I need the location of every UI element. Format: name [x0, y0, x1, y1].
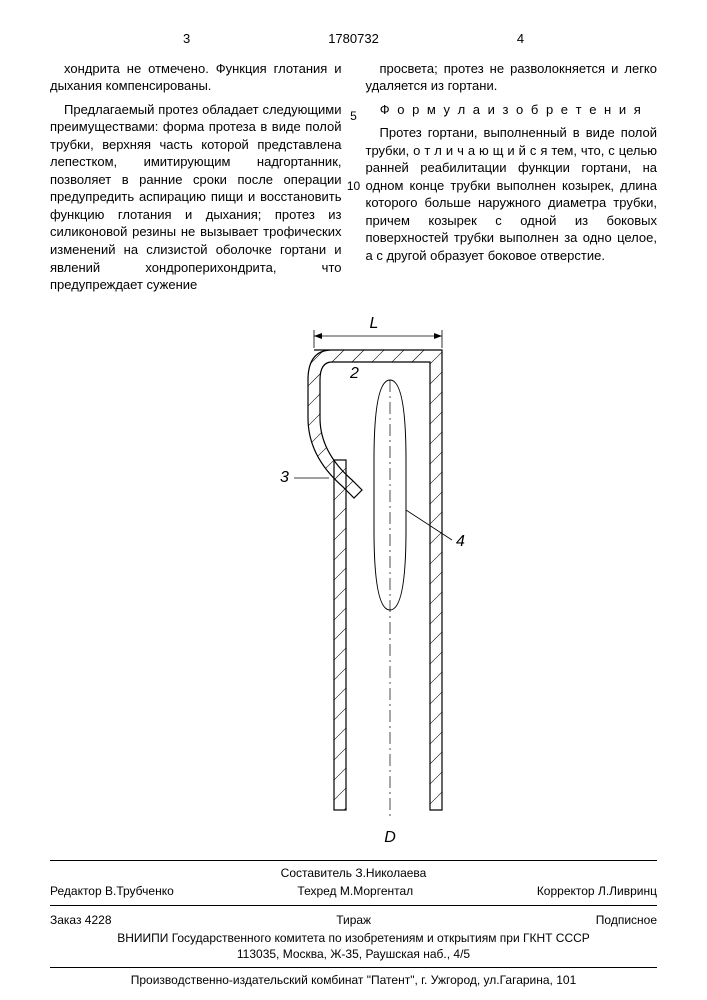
- left-p2: Предлагаемый протез обладает следующими …: [50, 101, 342, 294]
- compiler: Составитель З.Николаева: [50, 865, 657, 881]
- footer-order-row: Заказ 4228 Тираж Подписное: [50, 910, 657, 930]
- label-2: 2: [349, 365, 359, 382]
- prosthesis-diagram: L: [224, 310, 484, 850]
- editor: Редактор В.Трубченко: [50, 883, 174, 899]
- page-number-right: 4: [384, 30, 657, 48]
- header-row: 3 1780732 4: [50, 30, 657, 48]
- patent-page: 3 1780732 4 хондрита не отмечено. Функци…: [0, 0, 707, 1000]
- label-4: 4: [456, 533, 465, 550]
- label-D: D: [384, 829, 396, 846]
- figure-area: L: [50, 310, 657, 850]
- right-column: просвета; протез не разволокняется и лег…: [366, 60, 658, 300]
- line-number-5: 5: [350, 108, 357, 124]
- patent-number: 1780732: [323, 30, 384, 48]
- left-p1: хондрита не отмечено. Функция глотания и…: [50, 60, 342, 95]
- label-L: L: [369, 315, 378, 332]
- label-3: 3: [280, 469, 289, 486]
- techred: Техред М.Моргентал: [297, 883, 413, 899]
- subscription: Подписное: [596, 912, 657, 928]
- footer-org: ВНИИПИ Государственного комитета по изоб…: [50, 930, 657, 946]
- footer: Составитель З.Николаева Редактор В.Трубч…: [50, 860, 657, 988]
- page-number-left: 3: [50, 30, 323, 48]
- right-p2: Протез гортани, выполненный в виде полой…: [366, 124, 658, 264]
- footer-credits: Редактор В.Трубченко Техред М.Моргентал …: [50, 881, 657, 901]
- line-number-10: 10: [347, 178, 360, 194]
- right-p1: просвета; протез не разволокняется и лег…: [366, 60, 658, 95]
- footer-address: 113035, Москва, Ж-35, Раушская наб., 4/5: [50, 946, 657, 962]
- order-number: Заказ 4228: [50, 912, 112, 928]
- footer-publisher: Производственно-издательский комбинат "П…: [50, 972, 657, 988]
- corrector: Корректор Л.Ливринц: [537, 883, 657, 899]
- tirage: Тираж: [336, 912, 371, 928]
- formula-title: Ф о р м у л а и з о б р е т е н и я: [366, 101, 658, 119]
- left-column: хондрита не отмечено. Функция глотания и…: [50, 60, 342, 300]
